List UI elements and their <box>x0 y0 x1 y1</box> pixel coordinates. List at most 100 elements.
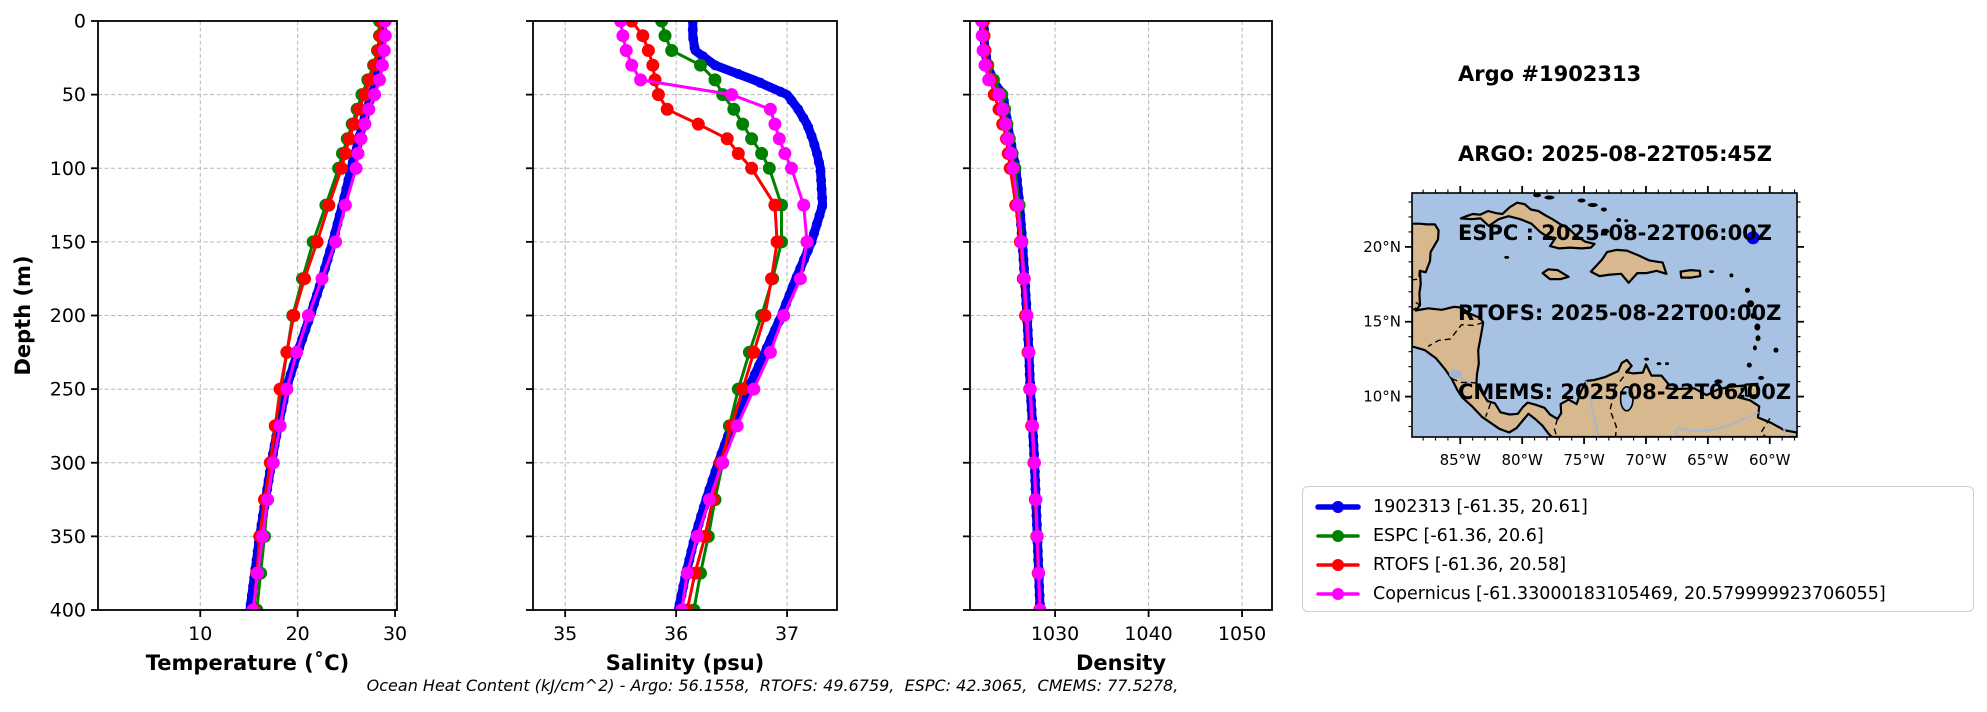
land-puerto_rico <box>1679 269 1702 279</box>
x-tick-label: 1030 <box>1031 623 1079 645</box>
figure-title: Argo #1902313 <box>1458 62 1642 86</box>
island <box>1754 323 1761 331</box>
legend-item-copernicus: Copernicus [-61.33000183105469, 20.57999… <box>1315 579 1973 608</box>
x-tick-label: 1050 <box>1218 623 1266 645</box>
line-marker-icon <box>1316 587 1360 600</box>
x-tick-label: 35 <box>553 623 577 645</box>
cmems-timestamp: CMEMS: 2025-08-22T06:00Z <box>1458 380 1792 404</box>
density-chart: 1030 1040 1050 Density <box>963 20 1273 675</box>
depth-tick-label: 50 <box>62 84 86 106</box>
island <box>1729 273 1734 278</box>
island <box>1709 270 1715 274</box>
island <box>1600 207 1607 212</box>
island <box>1533 193 1542 198</box>
temperature-chart: 10 20 30050100150200250300350400Temperatur… <box>11 11 407 676</box>
depth-tick-label: 100 <box>50 158 86 180</box>
salinity-chart: 35 36 37 Salinity (psu) <box>526 20 838 675</box>
island <box>1616 217 1622 222</box>
map-lat-tick-label: 15°N <box>1363 313 1401 331</box>
rtofs-markers <box>247 21 388 610</box>
x-tick-label: 37 <box>775 623 799 645</box>
map-lon-tick-label: 80°W <box>1501 451 1543 469</box>
salinity-axis-title: Salinity (psu) <box>606 651 765 675</box>
island <box>1665 362 1670 366</box>
river <box>1672 411 1759 437</box>
x-tick-label: 20 <box>286 623 310 645</box>
island <box>1504 255 1510 259</box>
land-jamaica <box>1541 268 1570 281</box>
map-lon-tick-label: 85°W <box>1440 451 1482 469</box>
country-border <box>1553 418 1559 437</box>
legend-label: Copernicus [-61.33000183105469, 20.57999… <box>1373 583 1886 604</box>
legend-item-argo: 1902313 [-61.35, 20.61] <box>1315 492 1973 521</box>
depth-tick-label: 150 <box>50 231 86 253</box>
island <box>1758 375 1765 380</box>
land-hispaniola <box>1589 248 1668 284</box>
map-lat-tick-label: 20°N <box>1363 238 1401 256</box>
island <box>1752 345 1757 351</box>
caribbean-map: 85°W 80°W 75°W 70°W 65°W 60°W 20°N 15°N 10°N <box>1363 186 1804 469</box>
depth-tick-label: 350 <box>50 526 86 548</box>
depth-tick-label: 200 <box>50 305 86 327</box>
island <box>1624 219 1629 223</box>
island <box>1747 300 1755 308</box>
island <box>1750 312 1756 319</box>
depth-tick-label: 0 <box>74 11 86 33</box>
x-tick-label: 30 <box>383 623 407 645</box>
country-border <box>1427 321 1484 348</box>
float-position-marker <box>1746 231 1760 245</box>
rtofs-markers <box>625 21 784 610</box>
header-block: Argo #1902313 ARGO: 2025-08-22T05:45Z ES… <box>1458 8 1791 459</box>
country-border <box>1412 301 1422 312</box>
country-border <box>1485 403 1492 418</box>
depth-tick-label: 300 <box>50 452 86 474</box>
river <box>1782 427 1788 437</box>
x-tick-label: 10 <box>188 623 212 645</box>
legend-item-rtofs: RTOFS [-61.36, 20.58] <box>1315 550 1973 579</box>
land-cuba <box>1459 201 1596 250</box>
legend-label: RTOFS [-61.36, 20.58] <box>1373 554 1567 575</box>
country-border <box>1412 270 1421 281</box>
density-axis-title: Density <box>1076 651 1166 675</box>
island <box>1644 357 1650 361</box>
line-marker-icon <box>1315 500 1361 513</box>
copernicus-cmems-markers <box>246 21 392 610</box>
x-tick-label: 1040 <box>1124 623 1172 645</box>
island <box>1773 347 1779 353</box>
ocean-heat-content-note: Ocean Heat Content (kJ/cm^2) - Argo: 56.… <box>366 676 1179 695</box>
island <box>1746 362 1752 368</box>
map-lat-tick-label: 10°N <box>1363 388 1401 406</box>
line-marker-icon <box>1316 529 1360 542</box>
legend-label: 1902313 [-61.35, 20.61] <box>1373 496 1588 517</box>
island <box>1755 335 1761 342</box>
copernicus-cmems-markers <box>614 21 814 610</box>
map-lon-tick-label: 65°W <box>1687 451 1729 469</box>
river <box>1585 380 1600 437</box>
island <box>1577 198 1586 203</box>
depth-tick-label: 250 <box>50 379 86 401</box>
country-border <box>1451 377 1478 384</box>
country-border <box>1760 417 1771 437</box>
country-border <box>1609 368 1631 437</box>
legend: 1902313 [-61.35, 20.61] ESPC [-61.36, 20… <box>1302 486 1974 612</box>
island <box>1544 195 1555 200</box>
copernicus-cmems-markers <box>975 21 1047 610</box>
legend-label: ESPC [-61.36, 20.6] <box>1373 525 1544 546</box>
map-frame <box>1411 192 1798 438</box>
legend-item-espc: ESPC [-61.36, 20.6] <box>1315 521 1973 550</box>
rtofs-timestamp: RTOFS: 2025-08-22T00:00Z <box>1458 300 1782 325</box>
island <box>1656 362 1662 366</box>
island <box>1601 228 1610 234</box>
depth-axis-title: Depth (m) <box>11 255 35 375</box>
map-lon-tick-label: 75°W <box>1563 451 1605 469</box>
argo-1902313-markers <box>674 21 828 610</box>
axes-frame <box>969 20 1273 611</box>
map-lon-tick-label: 70°W <box>1625 451 1667 469</box>
depth-tick-label: 400 <box>50 600 86 622</box>
map-lon-tick-label: 60°W <box>1749 451 1791 469</box>
land-trinidad <box>1744 382 1760 397</box>
land-mainland <box>1412 222 1797 437</box>
argo-timestamp: ARGO: 2025-08-22T05:45Z <box>1458 141 1772 166</box>
temperature-axis-title: Temperature (˚C) <box>146 651 349 675</box>
